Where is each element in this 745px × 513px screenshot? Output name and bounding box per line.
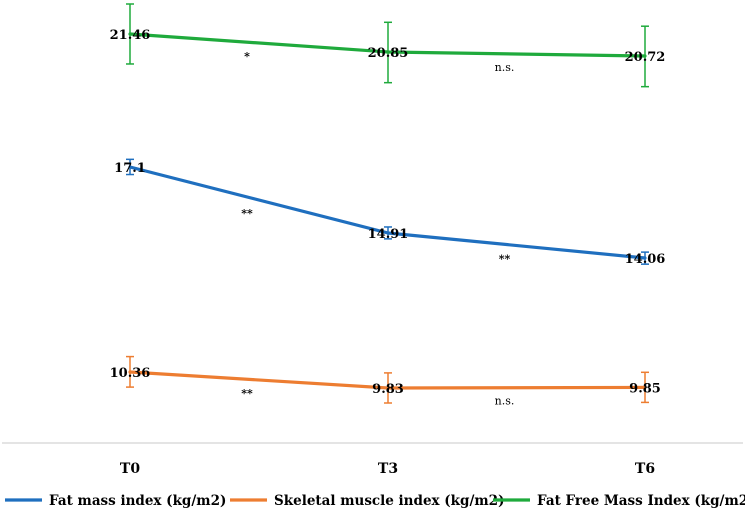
legend: Fat mass index (kg/m2) Skeletal muscle in…: [5, 493, 745, 509]
legend-label: Skeletal muscle index (kg/m2): [274, 493, 504, 509]
x-tick-label: T6: [635, 461, 655, 477]
fat-mass-data-label: 17.1: [114, 161, 146, 176]
skeletal-muscle-line: [128, 370, 647, 390]
series-fat-mass: 17.1 14.91 14.06 ** **: [114, 158, 666, 267]
fat-mass-data-label: 14.91: [368, 227, 409, 242]
legend-label: Fat mass index (kg/m2): [49, 493, 226, 509]
x-tick-label: T0: [120, 461, 140, 477]
fat-free-mass-data-label: 20.85: [368, 46, 409, 61]
legend-item-skeletal-muscle: Skeletal muscle index (kg/m2): [230, 493, 504, 509]
fat-free-mass-significance-label: *: [244, 50, 250, 63]
skeletal-muscle-data-label: 10.36: [110, 366, 151, 381]
skeletal-muscle-significance-label: n.s.: [495, 395, 515, 408]
fat-mass-line: [128, 165, 647, 260]
skeletal-muscle-data-label: 9.85: [629, 381, 661, 396]
fat-free-mass-data-label: 21.46: [110, 28, 151, 43]
legend-item-fat-free-mass: Fat Free Mass Index (kg/m2): [493, 493, 745, 509]
fat-mass-significance-label: **: [241, 207, 253, 220]
fat-free-mass-line: [128, 32, 647, 58]
x-tick-labels: T0 T3 T6: [120, 461, 655, 477]
fat-mass-significance-label: **: [499, 253, 511, 266]
legend-label: Fat Free Mass Index (kg/m2): [537, 493, 745, 509]
series-skeletal-muscle: 10.36 9.83 9.85 ** n.s.: [110, 355, 661, 408]
skeletal-muscle-significance-label: **: [241, 387, 253, 400]
legend-item-fat-mass: Fat mass index (kg/m2): [5, 493, 226, 509]
fat-free-mass-data-label: 20.72: [625, 50, 666, 65]
skeletal-muscle-data-label: 9.83: [372, 382, 404, 397]
series-fat-free-mass: 21.46 20.85 20.72 * n.s.: [110, 3, 666, 88]
fat-mass-data-label: 14.06: [625, 252, 666, 267]
fat-free-mass-significance-label: n.s.: [495, 61, 515, 74]
x-tick-label: T3: [378, 461, 398, 477]
